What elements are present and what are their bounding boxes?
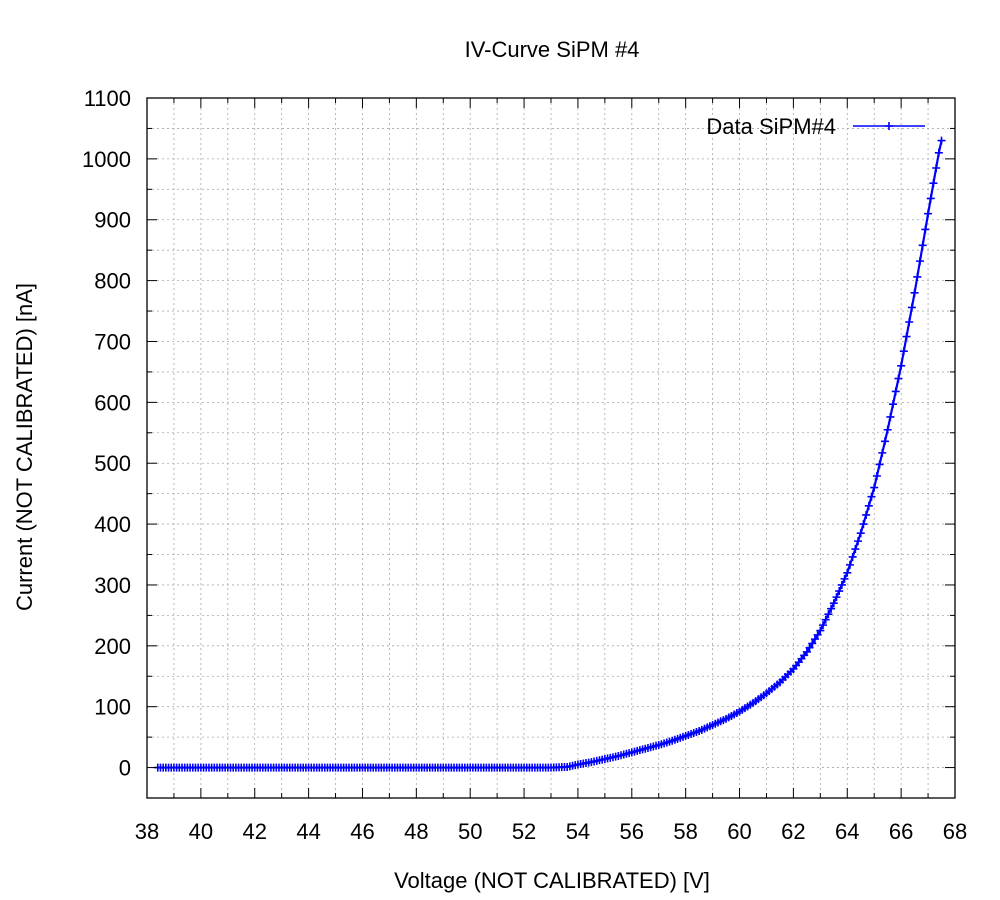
y-tick-label: 800: [94, 269, 131, 294]
x-axis-label: Voltage (NOT CALIBRATED) [V]: [394, 868, 710, 893]
y-tick-label: 400: [94, 512, 131, 537]
x-tick-label: 62: [781, 819, 805, 844]
data-point: [932, 164, 941, 172]
data-point: [835, 587, 844, 596]
series-line: [157, 140, 943, 769]
data-point: [891, 387, 900, 396]
data-point: [878, 448, 887, 457]
data-point: [856, 529, 865, 538]
data-point: [813, 630, 822, 639]
y-tick-label: 0: [119, 756, 131, 781]
y-tick-label: 300: [94, 573, 131, 598]
data-point: [910, 288, 919, 297]
data-point: [883, 425, 892, 434]
data-point: [821, 615, 830, 624]
x-tick-label: 60: [727, 819, 751, 844]
data-point: [907, 303, 916, 312]
y-tick-labels: 0 100 200 300 400 500 600 700 800 900 1000 1100: [82, 86, 131, 781]
y-tick-label: 100: [94, 695, 131, 720]
data-point: [864, 501, 873, 510]
data-point: [899, 347, 908, 356]
data-point: [829, 599, 838, 608]
data-point: [845, 560, 854, 569]
data-point: [851, 545, 860, 554]
data-point: [929, 179, 938, 188]
data-point: [810, 635, 819, 644]
data-series: [153, 136, 946, 772]
data-point: [862, 510, 871, 519]
data-point: [872, 472, 881, 480]
data-point: [886, 412, 895, 421]
y-tick-label: 1100: [84, 86, 131, 111]
data-point: [934, 148, 943, 157]
legend-label: Data SiPM#4: [706, 114, 836, 139]
data-point: [837, 580, 846, 589]
data-point: [921, 225, 930, 234]
data-point: [819, 621, 828, 630]
y-tick-label: 500: [94, 451, 131, 476]
data-point: [880, 437, 889, 446]
data-point: [894, 374, 903, 383]
data-point: [897, 361, 906, 370]
x-tick-label: 44: [296, 819, 320, 844]
data-point: [848, 552, 857, 561]
data-point: [859, 520, 868, 529]
data-point: [808, 639, 817, 648]
data-point: [937, 136, 946, 145]
x-tick-label: 54: [566, 819, 590, 844]
data-point: [805, 643, 814, 652]
data-point: [918, 241, 927, 250]
axis-ticks: [146, 97, 956, 799]
y-tick-label: 1000: [82, 147, 131, 172]
x-tick-label: 58: [673, 819, 697, 844]
legend-marker: [885, 122, 893, 130]
data-point: [824, 610, 833, 619]
data-point: [915, 257, 924, 266]
y-tick-label: 700: [94, 329, 131, 354]
data-point: [840, 574, 849, 583]
y-tick-label: 900: [94, 208, 131, 233]
data-point: [889, 400, 898, 409]
chart-title: IV-Curve SiPM #4: [465, 37, 640, 62]
y-tick-label: 200: [94, 634, 131, 659]
data-point: [870, 483, 879, 492]
x-tick-label: 42: [242, 819, 266, 844]
x-tick-labels: 38 40 42 44 46 48 50 52 54 56 58 60 62 64 66 68: [135, 819, 967, 844]
y-tick-label: 600: [94, 390, 131, 415]
data-point: [867, 492, 876, 501]
y-axis-label: Current (NOT CALIBRATED) [nA]: [12, 283, 37, 611]
data-point: [924, 209, 933, 218]
x-tick-label: 52: [512, 819, 536, 844]
x-tick-label: 46: [350, 819, 374, 844]
data-point: [902, 332, 911, 341]
series-markers: [153, 136, 946, 772]
x-tick-label: 38: [135, 819, 159, 844]
x-tick-label: 40: [189, 819, 213, 844]
data-point: [926, 194, 935, 203]
data-point: [832, 593, 841, 602]
data-point: [816, 626, 825, 635]
data-point: [875, 460, 884, 469]
x-tick-label: 66: [889, 819, 913, 844]
data-point: [905, 318, 914, 326]
x-tick-label: 48: [404, 819, 428, 844]
x-tick-label: 56: [620, 819, 644, 844]
x-tick-label: 64: [835, 819, 859, 844]
data-point: [827, 604, 836, 613]
grid: [146, 97, 956, 799]
data-point: [843, 568, 852, 577]
legend: Data SiPM#4: [706, 114, 925, 139]
data-point: [802, 647, 811, 656]
x-tick-label: 50: [458, 819, 482, 844]
x-tick-label: 68: [943, 819, 967, 844]
data-point: [913, 272, 922, 281]
data-point: [854, 537, 863, 546]
